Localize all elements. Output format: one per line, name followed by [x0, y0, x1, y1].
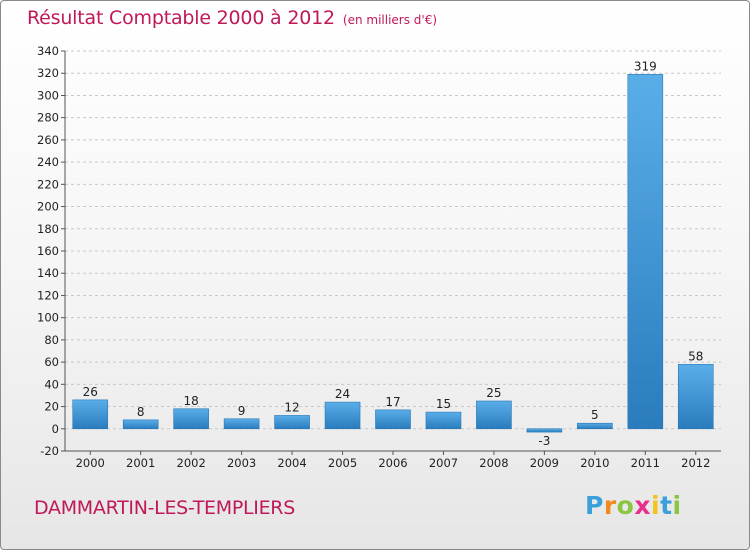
- proxiti-logo: Proxiti: [585, 491, 682, 520]
- y-tick-label: 280: [37, 111, 59, 125]
- bars: [72, 74, 714, 433]
- y-tick-label: 120: [37, 288, 59, 302]
- logo-letter: P: [585, 491, 604, 520]
- data-label: 8: [137, 405, 145, 419]
- y-tick-label: -20: [40, 444, 59, 458]
- x-tick-label: 2005: [328, 456, 357, 470]
- data-label: 15: [436, 397, 451, 411]
- commune-name: DAMMARTIN-LES-TEMPLIERS: [34, 497, 295, 519]
- data-label: 5: [591, 408, 599, 422]
- logo-letter: r: [603, 491, 617, 520]
- y-tick-label: 160: [37, 244, 59, 258]
- x-tick-label: 2001: [126, 456, 155, 470]
- data-label: 25: [486, 386, 501, 400]
- y-tick-label: 80: [44, 333, 59, 347]
- data-label: 9: [238, 404, 246, 418]
- bar: [677, 364, 714, 430]
- logo-letter: i: [651, 491, 661, 520]
- x-tick-label: 2004: [277, 456, 306, 470]
- y-tick-label: 220: [37, 177, 59, 191]
- data-label: 58: [688, 349, 703, 363]
- bar: [425, 411, 462, 430]
- grid-lines: [65, 50, 721, 430]
- x-tick-label: 2011: [631, 456, 660, 470]
- y-tick-label: 40: [44, 377, 59, 391]
- y-tick-label: 140: [37, 266, 59, 280]
- chart-title: Résultat Comptable 2000 à 2012 (en millie…: [27, 7, 437, 29]
- data-label: 26: [83, 385, 98, 399]
- data-label: 18: [184, 394, 199, 408]
- x-tick-label: 2000: [76, 456, 105, 470]
- x-tick-label: 2012: [681, 456, 710, 470]
- y-tick-label: 240: [37, 155, 59, 169]
- bar: [173, 408, 209, 430]
- logo-letter: o: [616, 491, 635, 520]
- x-tick-label: 2002: [177, 456, 206, 470]
- data-label: 24: [335, 387, 350, 401]
- logo-letter: i: [672, 491, 682, 520]
- x-tick-label: 2006: [378, 456, 407, 470]
- logo-letter: t: [660, 491, 673, 520]
- chart-title-main: Résultat Comptable 2000 à 2012: [27, 7, 335, 29]
- y-tick-label: 20: [44, 400, 59, 414]
- x-tick-label: 2003: [227, 456, 256, 470]
- y-tick-label: 320: [37, 66, 59, 80]
- bar: [274, 415, 310, 430]
- y-tick-label: 340: [37, 44, 59, 58]
- y-tick-label: 200: [37, 200, 59, 214]
- y-tick-label: 100: [37, 311, 59, 325]
- data-label: 12: [284, 400, 299, 414]
- data-label: 17: [385, 395, 400, 409]
- bar: [223, 418, 260, 430]
- labels: 26 8 18 9 12 24 17 15 25 -3 5 319 58: [83, 59, 704, 448]
- y-tick-label: 180: [37, 222, 59, 236]
- y-tick-label: 60: [44, 355, 59, 369]
- chart-title-unit: (en milliers d'€): [342, 13, 438, 27]
- bar: [577, 422, 613, 430]
- bar: [375, 409, 411, 430]
- bar: [476, 400, 512, 430]
- x-tick-label: 2010: [580, 456, 609, 470]
- bar: [72, 399, 109, 430]
- bar: [627, 74, 664, 430]
- y-tick-label: 260: [37, 133, 59, 147]
- x-tick-label: 2009: [530, 456, 559, 470]
- x-tick-label: 2007: [429, 456, 458, 470]
- y-tick-label: 0: [52, 422, 59, 436]
- bar: [324, 401, 361, 430]
- data-label: 319: [634, 59, 657, 73]
- data-label: -3: [538, 434, 550, 448]
- axes: -20 0 20 40 60 80 100 120 140 160 180 200 220 240 260 2…: [37, 44, 721, 470]
- x-tick-label: 2008: [479, 456, 508, 470]
- bar: [122, 419, 159, 430]
- y-tick-label: 300: [37, 88, 59, 102]
- logo-letter: x: [634, 491, 651, 520]
- bar: [526, 428, 563, 433]
